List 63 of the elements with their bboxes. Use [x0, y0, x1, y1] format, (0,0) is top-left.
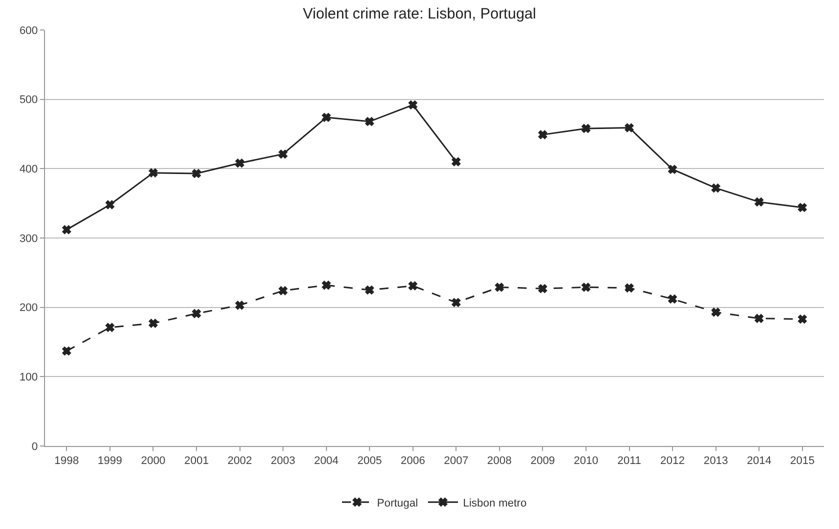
- point: [582, 282, 590, 292]
- point: [798, 203, 807, 212]
- point: [494, 282, 504, 292]
- point: [192, 309, 201, 318]
- point: [322, 112, 331, 122]
- x-tick-label: 2000: [140, 455, 166, 468]
- point: [754, 197, 764, 206]
- x-tick-label: 2006: [400, 455, 426, 468]
- x-tick-label: 2015: [790, 455, 815, 468]
- x-tick-label: 2002: [228, 455, 252, 468]
- x-tick-label: 2004: [314, 455, 339, 468]
- x-tick-label: 2005: [357, 455, 382, 468]
- point: [62, 225, 72, 234]
- y-tick-label: 0: [32, 440, 38, 453]
- point: [365, 117, 374, 126]
- point: [668, 164, 677, 174]
- point: [624, 123, 634, 132]
- x-tick-label: 2009: [530, 455, 555, 468]
- point: [235, 300, 244, 310]
- y-tick-label: 600: [19, 24, 38, 37]
- point: [62, 346, 72, 356]
- point: [105, 200, 114, 210]
- x-tick-label: 1998: [54, 455, 79, 468]
- point: [235, 158, 244, 168]
- x-tick-label: 2007: [444, 455, 468, 468]
- legend-label: Lisbon metro: [462, 497, 527, 510]
- point: [365, 286, 374, 294]
- point: [408, 100, 418, 110]
- x-tick-label: 2014: [746, 455, 772, 468]
- x-tick-label: 2011: [617, 455, 642, 468]
- x-tick-label: 2003: [270, 455, 296, 468]
- point: [105, 322, 114, 332]
- chart-title: Violent crime rate: Lisbon, Portugal: [302, 5, 536, 22]
- x-tick-label: 2001: [184, 455, 209, 468]
- point: [711, 308, 720, 317]
- point: [278, 150, 288, 159]
- y-tick-label: 300: [19, 232, 38, 245]
- point: [711, 184, 720, 193]
- point: [754, 314, 764, 323]
- x-tick-label: 2012: [660, 455, 685, 468]
- y-tick-label: 200: [19, 302, 38, 314]
- point: [668, 294, 677, 304]
- x-tick-label: 1999: [98, 455, 122, 468]
- x-tick-label: 2013: [704, 455, 728, 468]
- x-tick-label: 2010: [574, 455, 598, 468]
- legend-label: Portugal: [377, 497, 418, 510]
- point: [408, 281, 418, 290]
- y-tick-label: 100: [19, 372, 38, 384]
- point: [798, 314, 807, 324]
- point: [452, 157, 461, 166]
- point: [538, 130, 548, 140]
- point: [452, 298, 461, 307]
- point: [582, 124, 590, 133]
- point: [148, 318, 158, 328]
- point: [624, 283, 634, 292]
- point: [278, 286, 288, 296]
- point: [322, 280, 331, 290]
- point: [192, 169, 201, 178]
- y-tick-label: 500: [19, 94, 38, 106]
- point: [148, 168, 158, 178]
- y-tick-label: 400: [19, 164, 38, 176]
- x-tick-label: 2008: [487, 455, 512, 468]
- point: [538, 284, 548, 294]
